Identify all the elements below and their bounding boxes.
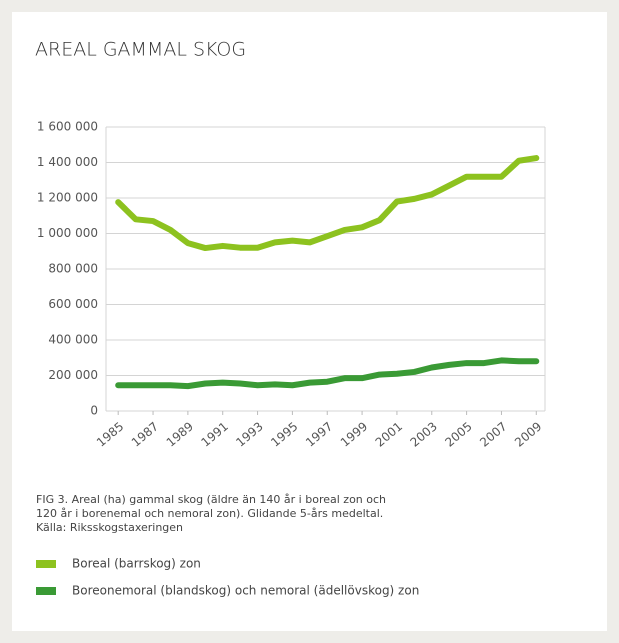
- y-tick-label: 200 000: [48, 368, 98, 382]
- caption: Källa: Riksskogstaxeringen: [36, 521, 183, 534]
- y-tick-label: 1 400 000: [37, 155, 98, 169]
- y-tick-label: 1 600 000: [37, 120, 98, 134]
- caption: 120 år i borenemal och nemoral zon). Gli…: [36, 507, 383, 520]
- legend-swatch: [36, 587, 56, 595]
- panel: [12, 12, 607, 631]
- chart-title: AREAL GAMMAL SKOG: [35, 39, 246, 61]
- y-tick-label: 0: [90, 404, 98, 418]
- series-line: [115, 357, 540, 390]
- series-line: [115, 155, 540, 252]
- y-tick-label: 1 000 000: [37, 226, 98, 240]
- y-tick-label: 600 000: [48, 297, 98, 311]
- caption: FIG 3. Areal (ha) gammal skog (äldre än …: [36, 493, 386, 506]
- y-tick-label: 1 200 000: [37, 191, 98, 205]
- y-tick-label: 800 000: [48, 262, 98, 276]
- legend-label: Boreonemoral (blandskog) och nemoral (äd…: [72, 584, 419, 598]
- legend-swatch: [36, 560, 56, 568]
- y-tick-label: 400 000: [48, 333, 98, 347]
- legend-label: Boreal (barrskog) zon: [72, 557, 201, 571]
